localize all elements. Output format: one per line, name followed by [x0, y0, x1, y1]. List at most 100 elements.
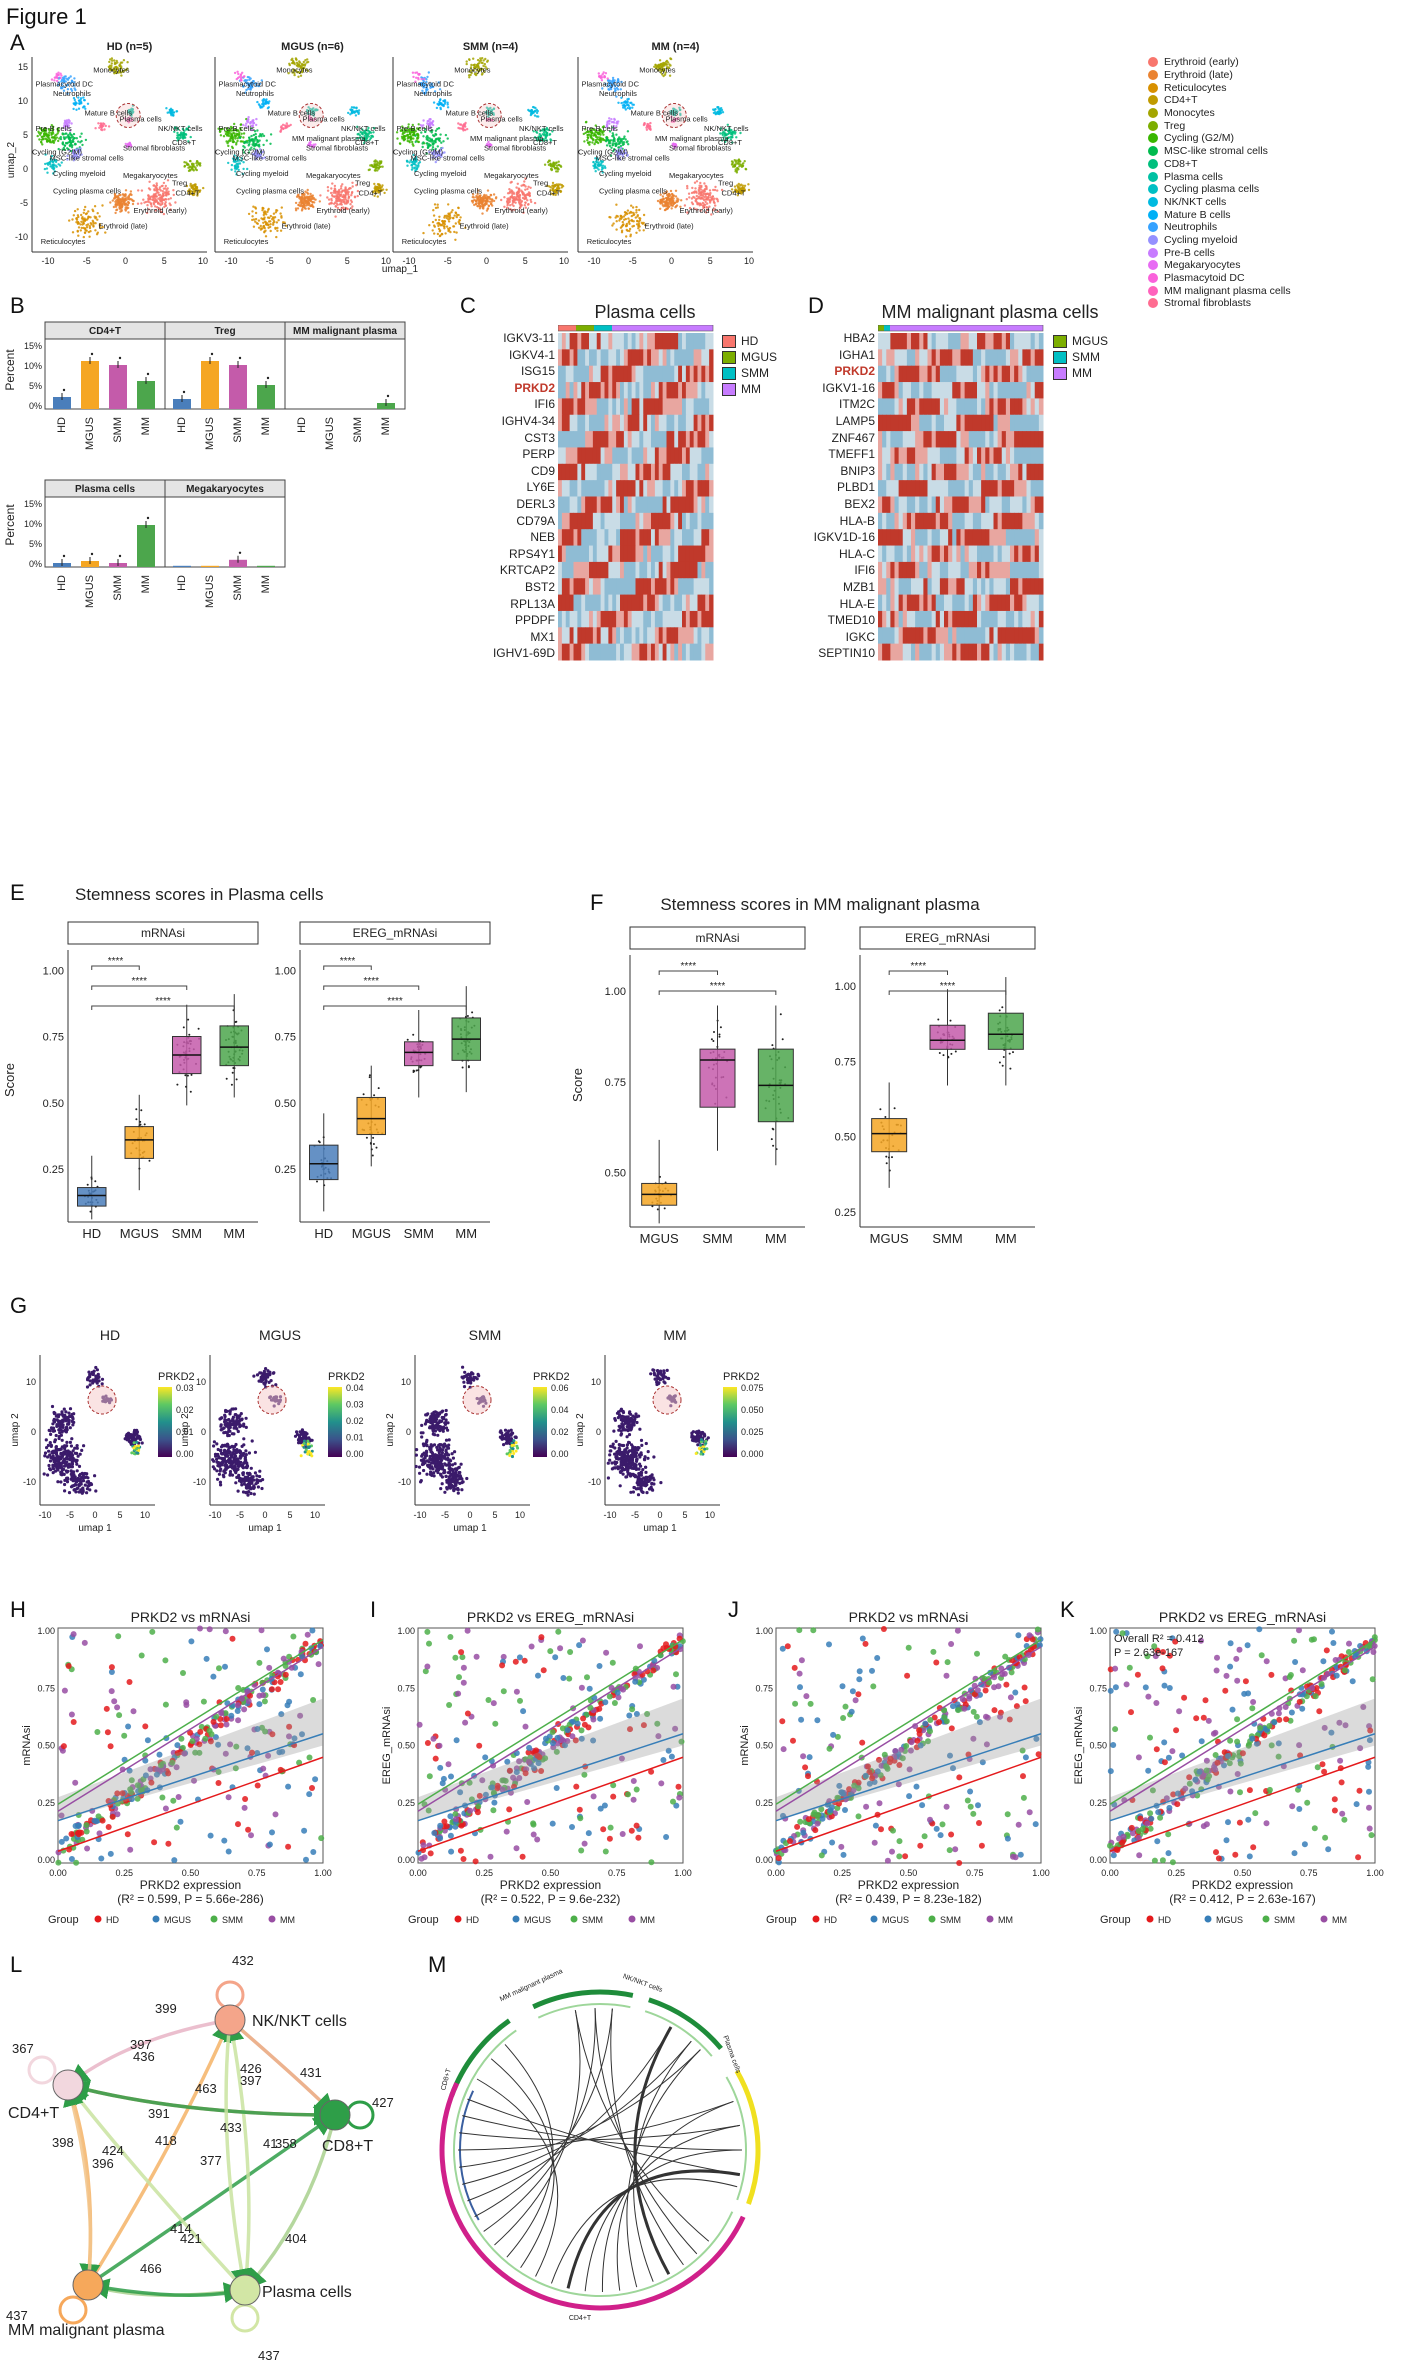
umap-cell-point — [267, 106, 270, 109]
legend-swatch — [1148, 234, 1158, 245]
umap-cluster-label: Neutrophils — [236, 89, 274, 98]
heatmap-cell — [705, 594, 710, 612]
umap-cluster-label: Treg — [718, 179, 733, 188]
heatmap-cell — [682, 512, 687, 530]
umap-cell-point — [367, 168, 370, 172]
heatmap-cell — [682, 431, 687, 448]
umap-cell-point — [104, 124, 108, 128]
heatmap-cell — [585, 349, 590, 367]
heatmap-cell — [596, 578, 602, 596]
umap-cell-point — [306, 198, 309, 201]
heatmap-cell — [589, 398, 594, 416]
umap-cell-point — [642, 213, 646, 217]
umap-cell-point — [144, 200, 148, 204]
heatmap-cell — [685, 529, 691, 547]
umap-cell-point — [236, 137, 239, 140]
umap-cell-point — [258, 148, 262, 151]
umap-cell-point — [630, 214, 633, 218]
umap-cluster-label: NK/NKT cells — [158, 124, 203, 133]
heatmap-cell — [682, 578, 687, 596]
heatmap-cell — [674, 398, 679, 416]
umap-cell-point — [245, 117, 248, 121]
umap-cell-point — [438, 101, 442, 105]
umap-cell-point — [472, 196, 475, 199]
umap-cell-point — [521, 196, 525, 200]
heatmap-cell — [627, 333, 633, 350]
heatmap-cell — [693, 496, 698, 514]
umap-cell-point — [189, 169, 192, 172]
heatmap-cell — [685, 431, 691, 448]
umap-cell-point — [127, 121, 130, 124]
umap-cell-point — [267, 208, 270, 212]
umap-cell-point — [439, 107, 442, 111]
umap-cell-point — [66, 92, 69, 95]
umap-cell-point — [631, 219, 634, 223]
umap-cell-point — [302, 60, 305, 64]
umap-cell-point — [257, 103, 261, 106]
heatmap-cell — [705, 610, 710, 628]
umap-cell-point — [258, 145, 261, 148]
umap-cell-point — [117, 71, 120, 74]
umap-cell-point — [533, 109, 537, 113]
heatmap-cell — [662, 431, 667, 448]
umap-cell-point — [256, 144, 259, 147]
umap-cell-point — [46, 171, 49, 174]
umap-cell-point — [300, 198, 303, 201]
umap-cell-point — [41, 130, 44, 133]
umap-cell-point — [312, 109, 315, 113]
umap-cell-point — [119, 201, 122, 204]
umap-cluster-label: Monocytes — [639, 66, 676, 75]
heatmap-cell — [654, 610, 660, 628]
umap-cell-point — [333, 195, 337, 198]
y-tick-label: 5% — [29, 539, 42, 549]
heatmap-cell — [658, 382, 664, 399]
umap-x-tick: 10 — [559, 256, 569, 266]
heatmap-cell — [589, 365, 594, 383]
umap-cell-point — [242, 75, 246, 78]
umap-cell-point — [699, 197, 702, 200]
umap-cell-point — [615, 220, 618, 223]
umap-cell-point — [588, 143, 591, 146]
umap-cell-point — [277, 219, 280, 222]
umap-cell-point — [301, 70, 304, 73]
umap-cell-point — [378, 165, 381, 169]
legend-item: Stromal fibroblasts — [1148, 297, 1398, 310]
heatmap-cell — [589, 333, 594, 350]
umap-cell-point — [626, 130, 630, 133]
umap-cluster-label: Cycling plasma cells — [414, 187, 482, 196]
heatmap-cell — [639, 447, 644, 465]
umap-cell-point — [447, 220, 451, 223]
umap-cell-point — [152, 203, 156, 206]
umap-cell-point — [231, 140, 235, 144]
heatmap-cell — [581, 431, 586, 448]
umap-cell-point — [264, 222, 268, 226]
heatmap-cell — [658, 431, 664, 448]
umap-cell-point — [240, 157, 243, 160]
panel-letter-c: C — [460, 293, 476, 318]
umap-cell-point — [269, 223, 272, 226]
umap-cell-point — [67, 133, 70, 137]
umap-cell-point — [361, 128, 364, 131]
umap-cell-point — [127, 211, 130, 214]
umap-cell-point — [87, 210, 90, 213]
umap-cell-point — [668, 205, 671, 208]
gene-label: ISG15 — [520, 364, 555, 379]
umap-cell-point — [281, 221, 285, 224]
umap-cell-point — [252, 218, 256, 221]
umap-cell-point — [77, 140, 80, 143]
group-annotation-bar — [558, 325, 576, 331]
umap-cell-point — [49, 160, 52, 163]
heatmap-cell — [685, 496, 691, 514]
heatmap-cell — [577, 463, 582, 481]
umap-cell-point — [478, 199, 481, 202]
umap-cell-point — [462, 128, 465, 131]
heatmap-cell — [585, 496, 590, 514]
umap-cell-point — [236, 166, 240, 169]
legend-item: Mature B cells — [1148, 208, 1398, 221]
umap-cell-point — [249, 85, 252, 89]
umap-cell-point — [257, 219, 261, 222]
heatmap-cell — [569, 610, 574, 628]
umap-cell-point — [192, 169, 195, 172]
umap-cell-point — [252, 133, 255, 137]
bar — [81, 361, 99, 409]
